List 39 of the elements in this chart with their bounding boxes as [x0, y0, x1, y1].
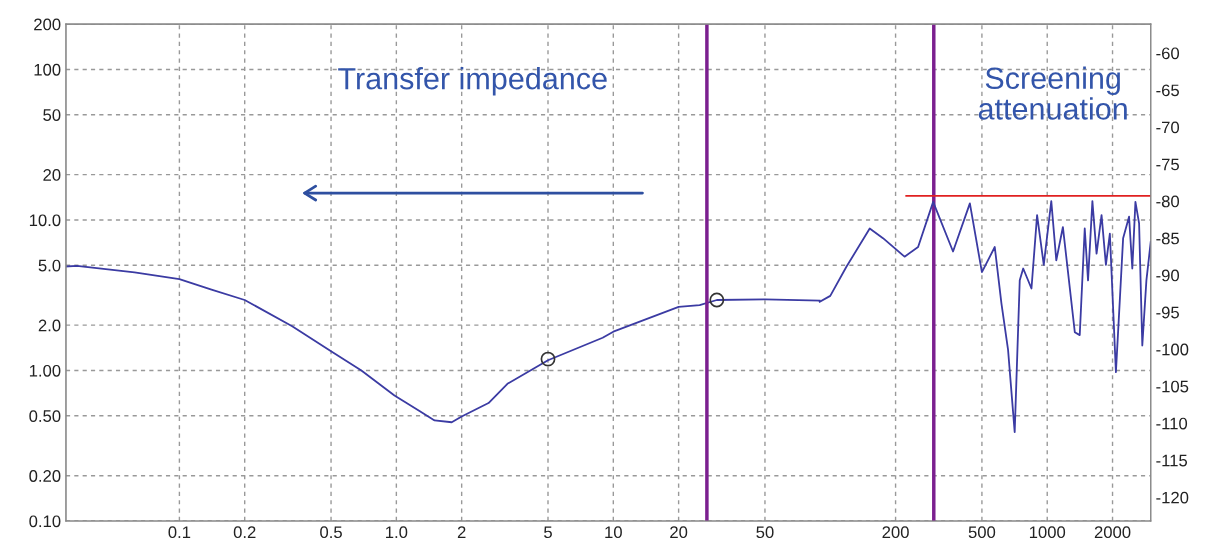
y2-tick-label: -90 — [1156, 269, 1180, 282]
x-tick-label: 0.1 — [168, 526, 191, 539]
x-tick-label: 0.5 — [320, 526, 342, 539]
y-tick-label: 200 — [34, 18, 61, 31]
y-tick-label: 5.0 — [38, 259, 61, 272]
y-tick-label: 0.10 — [29, 515, 61, 528]
x-tick-label: 200 — [882, 526, 909, 539]
y-tick-label: 0.20 — [29, 470, 61, 482]
x-tick-label: 5 — [544, 526, 552, 539]
x-tick-label: 500 — [968, 526, 996, 539]
y2-tick-label: -80 — [1156, 195, 1180, 208]
y2-tick-label: -105 — [1156, 380, 1189, 393]
y2-tick-label: -65 — [1156, 84, 1179, 97]
y2-tick-label: -95 — [1156, 306, 1179, 319]
x-tick-label: 2000 — [1094, 526, 1131, 539]
annotation: Screening attenuation — [978, 66, 1127, 120]
y-tick-label: 1.00 — [29, 364, 61, 377]
y2-tick-label: -70 — [1156, 121, 1180, 134]
y-tick-label: 2.0 — [38, 319, 61, 332]
annotation: Transfer impedance — [338, 67, 607, 96]
x-tick-label: 1000 — [1029, 526, 1066, 539]
y2-tick-label: -100 — [1156, 343, 1189, 356]
x-tick-label: 2 — [457, 526, 466, 538]
x-tick-label: 0.2 — [233, 526, 256, 539]
y-tick-label: 50 — [43, 109, 61, 121]
y2-tick-label: -120 — [1156, 491, 1189, 504]
y2-tick-label: -110 — [1156, 417, 1188, 430]
y-tick-label: 100 — [34, 63, 61, 76]
y2-tick-label: -115 — [1156, 454, 1188, 467]
y-tick-label: 10.0 — [29, 214, 61, 227]
y-tick-label: 20 — [43, 169, 61, 181]
y2-tick-label: -75 — [1156, 158, 1179, 171]
y-tick-label: 0.50 — [29, 410, 61, 422]
x-tick-label: 50 — [756, 526, 774, 539]
x-tick-label: 1.0 — [386, 526, 408, 539]
x-tick-label: 10 — [605, 526, 622, 539]
x-tick-label: 20 — [670, 526, 688, 539]
y2-tick-label: -60 — [1156, 47, 1180, 60]
y2-tick-label: -85 — [1156, 232, 1179, 245]
